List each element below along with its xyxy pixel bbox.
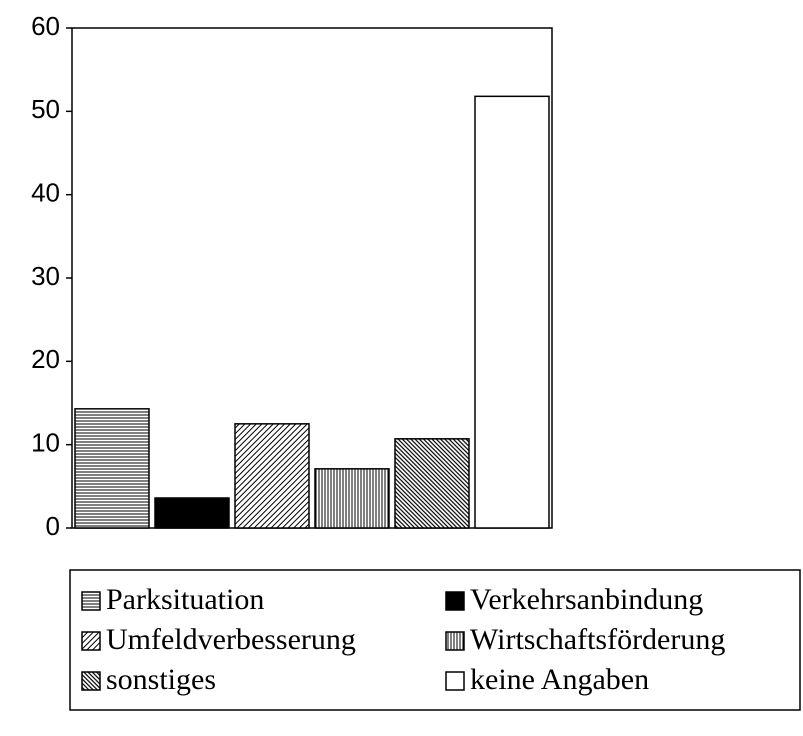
- y-tick-label: 10: [31, 428, 60, 458]
- bar: [474, 95, 550, 529]
- y-tick-label: 50: [31, 94, 60, 124]
- bar: [394, 438, 470, 529]
- bar: [234, 423, 310, 529]
- legend-label: Wirtschaftsförderung: [470, 623, 725, 656]
- y-tick-label: 40: [31, 178, 60, 208]
- legend-swatch: [445, 631, 465, 651]
- legend-swatch: [81, 631, 101, 651]
- bar: [314, 468, 390, 529]
- legend-swatch: [81, 591, 101, 611]
- legend-label: Verkehrsanbindung: [470, 583, 703, 616]
- legend-swatch: [445, 671, 465, 691]
- y-tick-label: 30: [31, 261, 60, 291]
- y-tick-label: 20: [31, 344, 60, 374]
- bar: [74, 408, 150, 529]
- legend-swatch: [81, 671, 101, 691]
- y-tick-label: 0: [46, 511, 60, 541]
- bar: [154, 497, 230, 529]
- legend-swatch: [445, 591, 465, 611]
- y-tick-label: 60: [31, 11, 60, 41]
- legend-box: [69, 569, 801, 711]
- legend-label: Parksituation: [106, 583, 264, 616]
- legend-label: sonstiges: [106, 663, 216, 696]
- legend-label: keine Angaben: [470, 663, 649, 696]
- legend-label: Umfeldverbesserung: [106, 623, 356, 656]
